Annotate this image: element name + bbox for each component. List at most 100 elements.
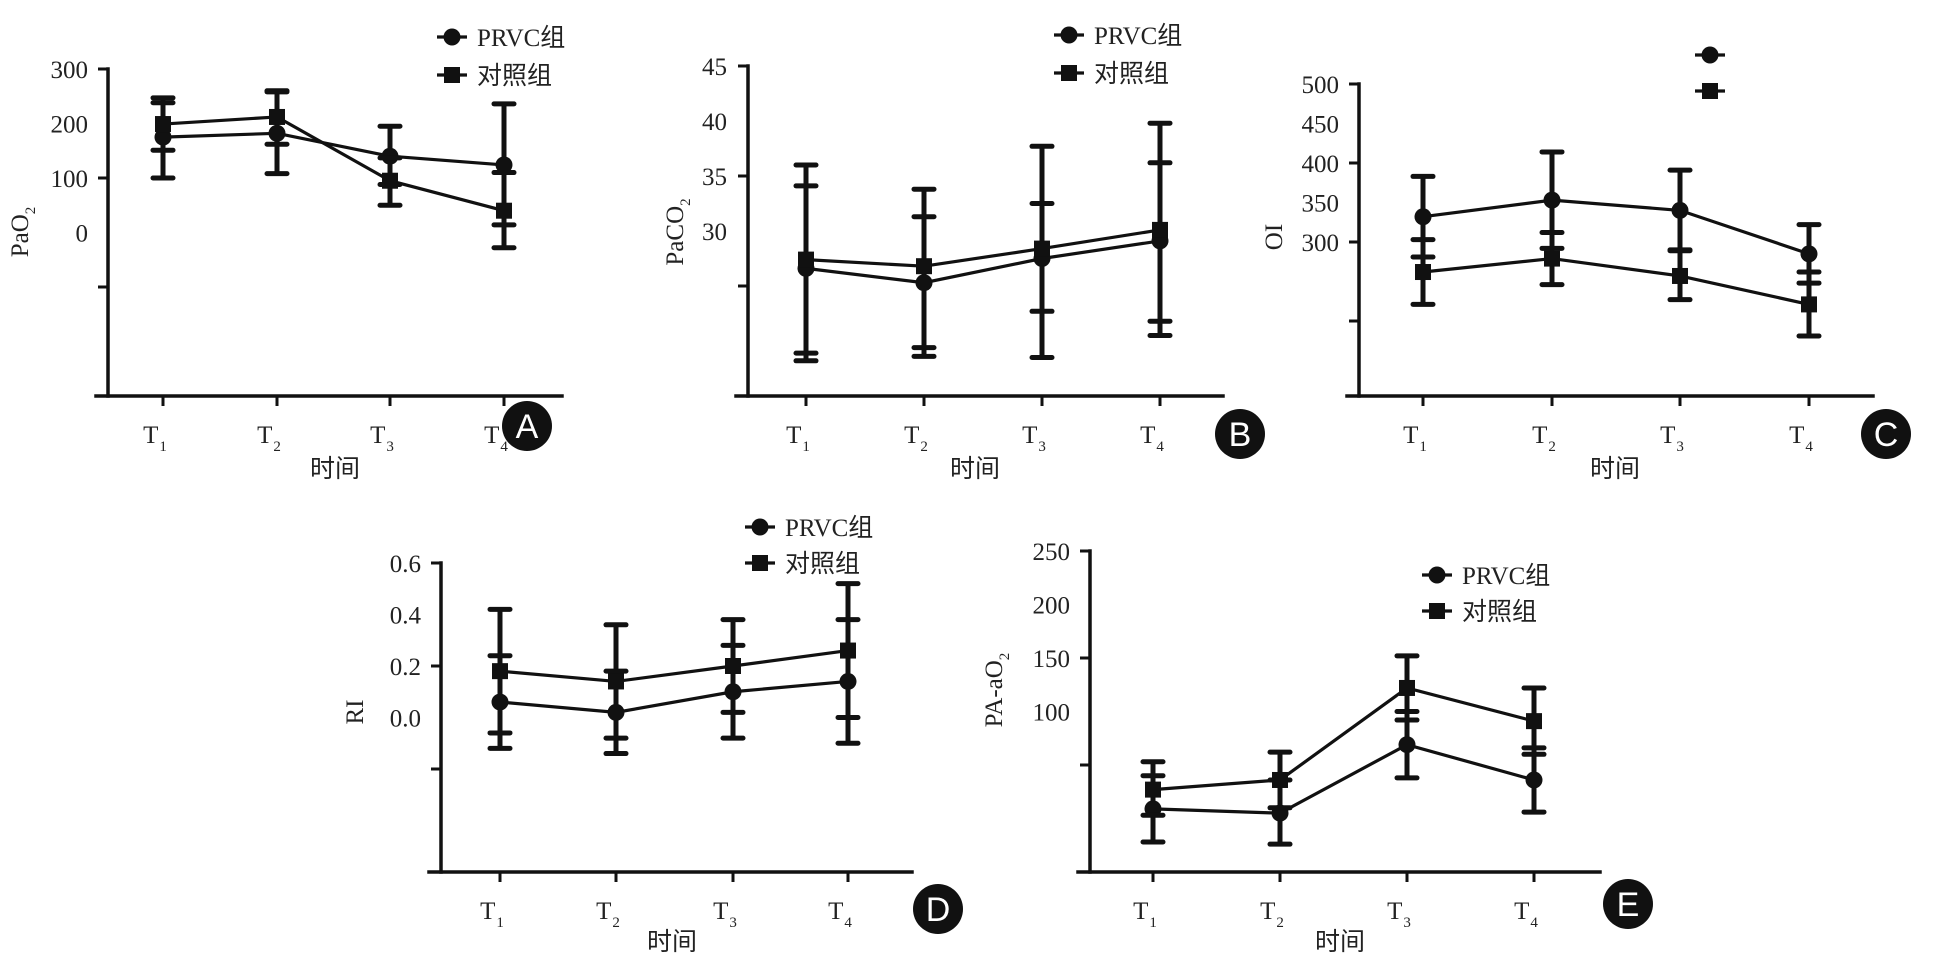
y-axis-title: OI (1261, 224, 1288, 250)
legend-label: PRVC组 (1094, 22, 1182, 50)
legend-label: PRVC组 (785, 514, 873, 542)
series-line (162, 131, 505, 167)
badge-circle (913, 884, 963, 934)
data-point-circle (1398, 736, 1416, 754)
series-line (499, 679, 849, 714)
x-tick-label: T3 (370, 422, 394, 455)
x-tick-label: T2 (257, 422, 281, 455)
series-prvc (1410, 149, 1822, 286)
legend-label: PRVC组 (477, 24, 565, 52)
y-tick-label: 40 (702, 109, 727, 136)
x-tick-label: T1 (1133, 898, 1157, 931)
y-tick-label: 100 (1033, 700, 1071, 727)
panel-badge: E (1603, 879, 1653, 929)
panel-badge: C (1861, 409, 1911, 459)
legend-label: 对照组 (477, 62, 552, 90)
y-tick-label: 450 (1302, 112, 1340, 139)
panel-badge: A (502, 401, 552, 451)
badge-label: A (516, 408, 539, 446)
data-point-square (1272, 771, 1288, 788)
data-point-circle (1414, 208, 1432, 226)
legend-label: 对照组 (785, 550, 860, 578)
series-prvc (150, 89, 517, 228)
series-control (1410, 230, 1822, 339)
legend-marker-circle (1428, 566, 1446, 584)
y-tick-label: 400 (1302, 151, 1340, 178)
badge-label: C (1874, 416, 1899, 454)
data-point-circle (1671, 201, 1689, 219)
data-point-square (1152, 221, 1168, 238)
x-axis-title: 时间 (1315, 928, 1365, 956)
y-tick-label: 0.2 (390, 654, 421, 681)
data-point-square (1145, 781, 1161, 798)
y-tick-label: 150 (1033, 646, 1071, 673)
y-tick-label: 100 (51, 166, 89, 193)
y-tick-label: 0.4 (390, 603, 422, 630)
series-prvc (1140, 709, 1547, 847)
x-axis-title: 时间 (1590, 455, 1640, 483)
y-tick-label: 200 (51, 112, 89, 139)
data-point-circle (495, 156, 513, 174)
legend (1695, 46, 1725, 99)
series-line (805, 239, 1161, 285)
data-point-square (1544, 250, 1560, 267)
series-control (1140, 653, 1547, 818)
data-point-square (492, 663, 508, 680)
x-tick-label: T1 (143, 422, 167, 455)
x-tick-label: T4 (1514, 898, 1538, 931)
legend-label: 对照组 (1094, 60, 1169, 88)
y-tick-label: 45 (702, 54, 727, 81)
x-tick-label: T1 (480, 898, 504, 931)
series-line (1152, 686, 1535, 792)
x-axis-title: 时间 (950, 455, 1000, 483)
x-tick-label: T3 (713, 898, 737, 931)
x-tick-label: T2 (1260, 898, 1284, 931)
legend-marker-circle (751, 518, 769, 536)
badge-label: E (1617, 886, 1640, 924)
data-point-circle (1543, 191, 1561, 209)
series-prvc (487, 617, 861, 757)
badge-circle (1861, 409, 1911, 459)
series-control (487, 581, 861, 741)
y-tick-label: 500 (1302, 72, 1340, 99)
y-axis-title: RI (342, 700, 369, 725)
badge-label: D (926, 891, 951, 929)
x-tick-label: T1 (1403, 422, 1427, 455)
data-point-square (1801, 296, 1817, 313)
legend-label: 对照组 (1462, 598, 1537, 626)
series-control (793, 120, 1173, 364)
badge-circle (1603, 879, 1653, 929)
series-line (1422, 256, 1810, 306)
series-line (1152, 742, 1535, 815)
data-point-square (798, 251, 814, 268)
x-tick-label: T4 (1789, 422, 1813, 455)
legend-label: PRVC组 (1462, 562, 1550, 590)
series-line (499, 648, 849, 684)
data-point-square (1399, 679, 1415, 696)
y-tick-label: 30 (702, 219, 727, 246)
data-point-square (269, 108, 285, 125)
y-tick-label: 200 (1033, 593, 1071, 620)
x-tick-label: T2 (904, 422, 928, 455)
x-tick-label: T4 (1140, 422, 1164, 455)
y-tick-label: 0 (76, 221, 89, 248)
data-point-circle (1525, 771, 1543, 789)
legend-marker-square (1702, 83, 1718, 99)
legend-marker-circle (1060, 26, 1078, 44)
panel-badge: B (1215, 409, 1265, 459)
x-tick-label: T4 (828, 898, 852, 931)
legend-marker-circle (1701, 46, 1719, 64)
badge-circle (1215, 409, 1265, 459)
data-point-square (1672, 267, 1688, 284)
series-line (1422, 198, 1810, 256)
legend-marker-circle (443, 28, 461, 46)
y-axis-title: PaO2 (7, 207, 39, 258)
data-point-circle (1800, 245, 1818, 263)
